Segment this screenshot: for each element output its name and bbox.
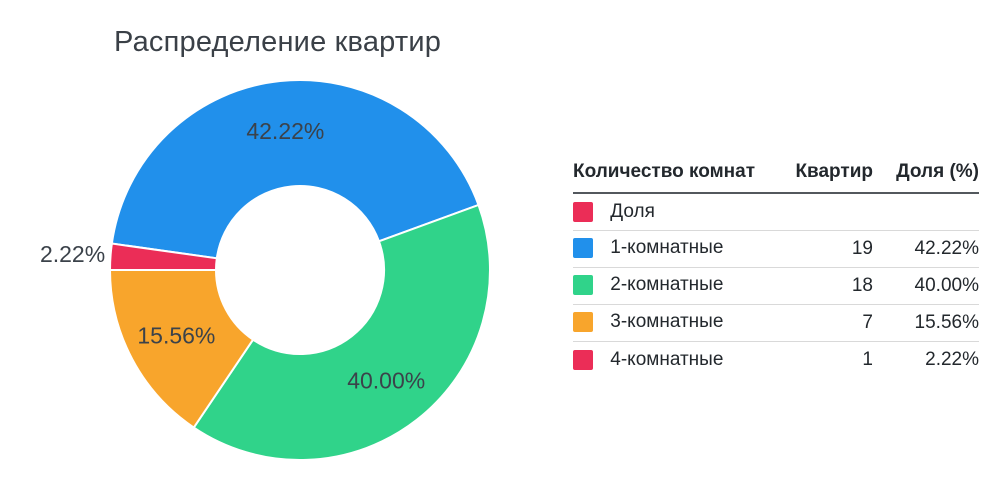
column-header-rooms: Количество комнат <box>573 161 756 182</box>
row-share: 15.56% <box>914 311 979 333</box>
table-row: 3-комнатные 7 15.56% <box>573 304 979 341</box>
row-count: 19 <box>851 237 873 259</box>
row-label: 3-комнатные <box>610 311 724 333</box>
row-label: 2-комнатные <box>610 274 724 296</box>
series-color-swatch-icon <box>573 312 593 333</box>
pie-slice <box>108 242 218 271</box>
table-row: 4-комнатные 1 2.22% <box>573 341 979 378</box>
page-title: Распределение квартир <box>114 26 442 58</box>
legend-table: Количество комнат Квартир Доля (%) Доля … <box>573 161 979 378</box>
pie-slice-label: 15.56% <box>137 323 215 349</box>
pie-slice <box>110 79 480 260</box>
row-share: 42.22% <box>914 237 979 259</box>
row-count: 7 <box>862 311 873 333</box>
series-color-swatch-icon <box>573 275 593 296</box>
table-row: Доля <box>573 193 979 230</box>
pie-slice-label: 2.22% <box>40 241 105 267</box>
column-header-share: Доля (%) <box>896 161 979 182</box>
pie-slice-label: 40.00% <box>347 367 425 393</box>
column-header-count: Квартир <box>795 161 873 182</box>
row-share <box>873 193 979 230</box>
table-row: 2-комнатные 18 40.00% <box>573 267 979 304</box>
pie-slice <box>192 203 491 461</box>
row-label: 1-комнатные <box>610 237 724 259</box>
legend-table-header-row: Количество комнат Квартир Доля (%) <box>573 161 979 193</box>
row-count: 1 <box>862 348 873 370</box>
pie-slice-label: 42.22% <box>246 118 324 144</box>
series-color-swatch-icon <box>573 349 593 370</box>
row-count <box>785 193 873 230</box>
row-share: 40.00% <box>914 274 979 296</box>
series-color-swatch-icon <box>573 238 593 259</box>
table-row: 1-комнатные 19 42.22% <box>573 230 979 267</box>
series-color-swatch-icon <box>573 201 593 222</box>
row-label: 4-комнатные <box>610 348 724 370</box>
row-share: 2.22% <box>925 348 979 370</box>
pie-slice <box>108 268 255 429</box>
row-count: 18 <box>851 274 873 296</box>
row-label: Доля <box>610 200 655 222</box>
donut-chart: 42.22% 40.00% 15.56% 2.22% <box>40 79 491 461</box>
